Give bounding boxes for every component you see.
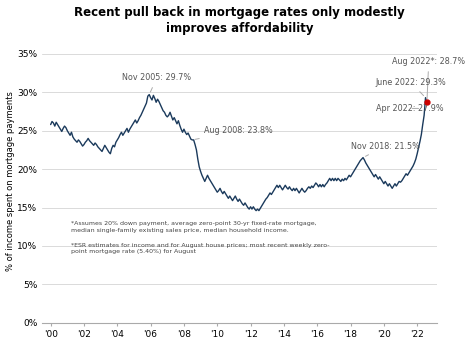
Text: Apr 2022: 27.9%: Apr 2022: 27.9% — [375, 104, 443, 113]
Text: *ESR estimates for income and for August house prices; most recent weekly zero-
: *ESR estimates for income and for August… — [71, 243, 329, 255]
Y-axis label: % of income spent on mortgage payments: % of income spent on mortgage payments — [6, 91, 15, 270]
Text: Nov 2005: 29.7%: Nov 2005: 29.7% — [122, 73, 191, 92]
Text: Aug 2022*: 28.7%: Aug 2022*: 28.7% — [392, 57, 465, 99]
Text: Aug 2008: 23.8%: Aug 2008: 23.8% — [195, 126, 273, 139]
Text: June 2022: 29.3%: June 2022: 29.3% — [375, 78, 447, 96]
Text: *Assumes 20% down payment, average zero-point 30-yr fixed-rate mortgage,
median : *Assumes 20% down payment, average zero-… — [71, 221, 316, 233]
Text: Nov 2018: 21.5%: Nov 2018: 21.5% — [351, 142, 419, 156]
Title: Recent pull back in mortgage rates only modestly
improves affordability: Recent pull back in mortgage rates only … — [74, 6, 405, 34]
